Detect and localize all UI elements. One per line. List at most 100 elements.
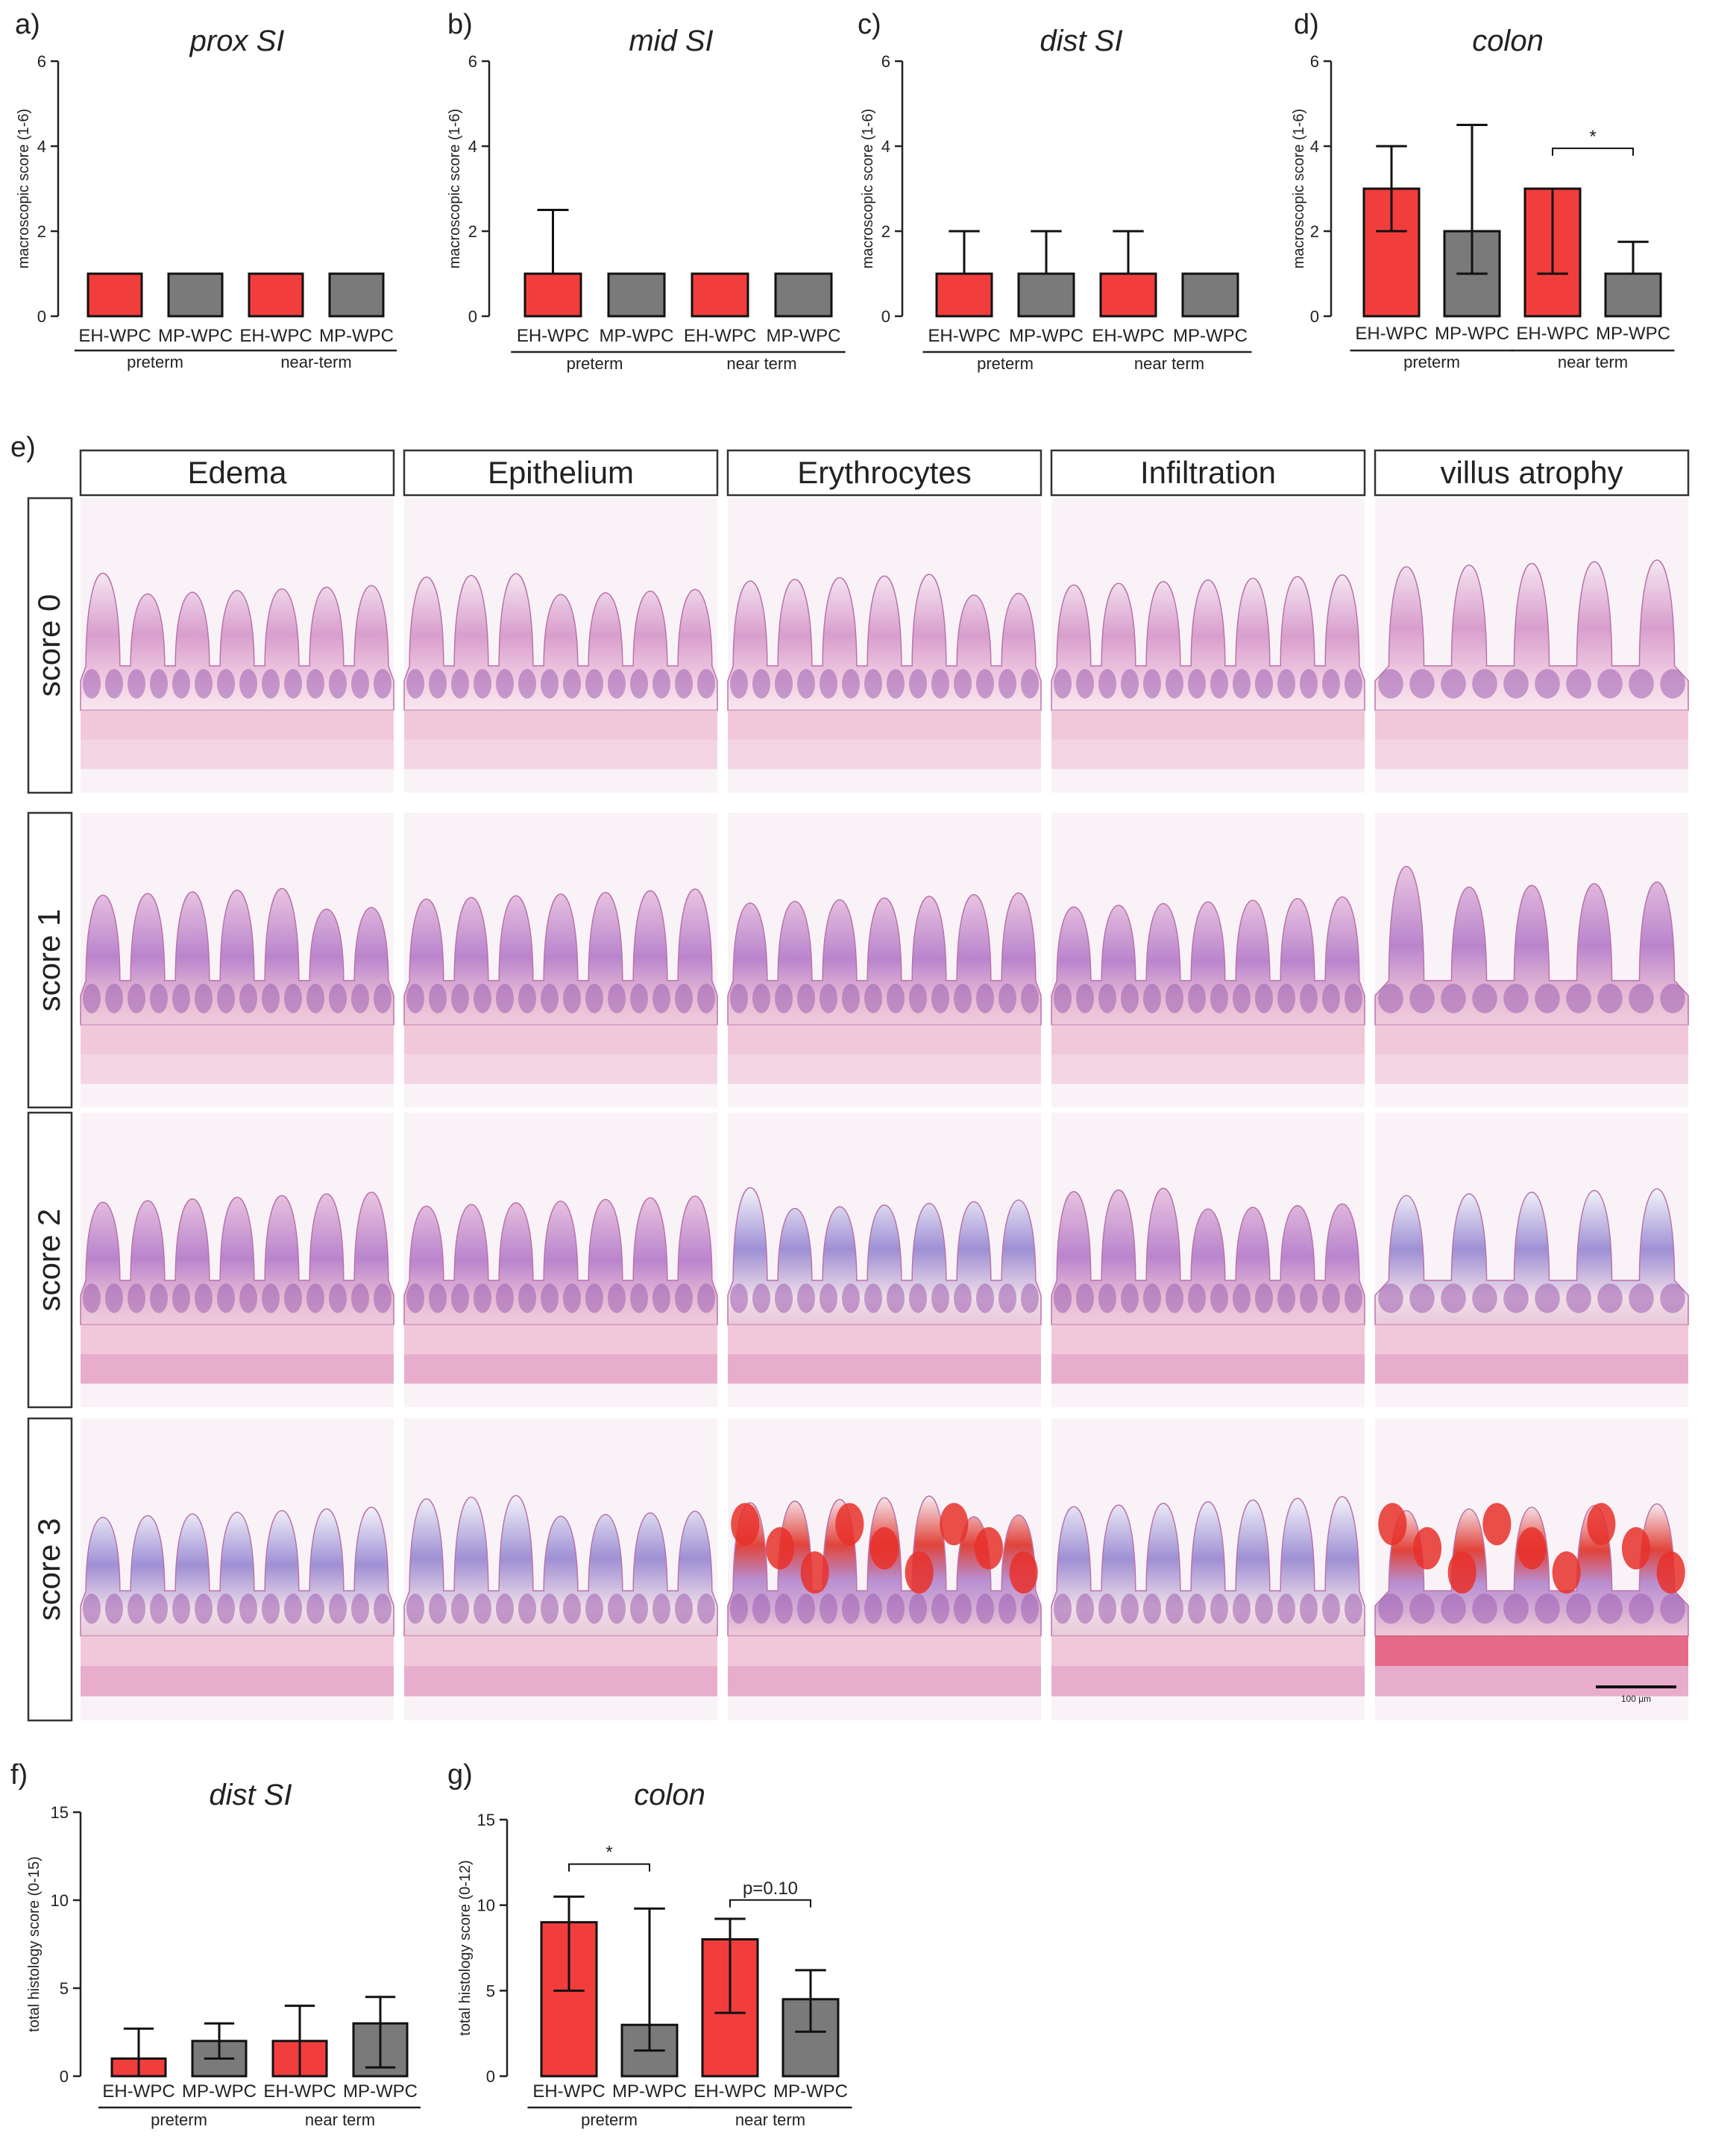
micrograph-edema-score-3 (80, 1418, 394, 1720)
column-header-box (79, 449, 395, 497)
chart-title: mid SI (629, 25, 713, 57)
bar-mp-wpc-g1 (167, 272, 224, 318)
y-tick-label: 0 (1310, 307, 1319, 326)
scale-bar-label: 100 µm (1621, 1694, 1651, 1704)
x-category-label: EH-WPC (694, 2081, 766, 2102)
row-header-score-1: score 1 (31, 909, 66, 1012)
panel-letter: b) (447, 9, 473, 40)
x-category-label: EH-WPC (928, 326, 1000, 346)
group-label: preterm (581, 2110, 638, 2129)
micrograph-erythrocytes-score-2 (727, 1113, 1042, 1407)
micrograph-edema-score-0 (80, 498, 394, 793)
micrograph-villus-atrophy-score-1 (1374, 813, 1689, 1107)
column-header-box (1374, 449, 1690, 497)
histology-column-headers: Edema Epithelium Erythrocytes Infiltration v… (79, 449, 1690, 497)
significance-bracket (1552, 147, 1634, 156)
x-category-label: EH-WPC (684, 326, 756, 346)
panel-letter: d) (1294, 9, 1319, 40)
panel-letter: f) (10, 1759, 28, 1791)
y-tick-label: 2 (37, 222, 46, 241)
group-label: near term (726, 354, 796, 373)
chart-title: dist SI (209, 1779, 292, 1811)
micrograph-villus-atrophy-score-3 (1374, 1418, 1689, 1720)
x-category-label: EH-WPC (263, 2081, 336, 2102)
micrograph-edema-score-2 (80, 1113, 394, 1407)
group-label: near term (735, 2110, 805, 2129)
group-label: near term (1134, 354, 1204, 373)
x-category-label: MP-WPC (343, 2081, 418, 2102)
y-tick-label: 5 (60, 1979, 69, 1998)
y-axis-label: total histology score (0-12) (457, 1860, 474, 2036)
column-header-infiltration: Infiltration (1140, 455, 1276, 490)
x-category-label: MP-WPC (600, 326, 674, 346)
y-axis-label: total histology score (0-15) (26, 1856, 43, 2032)
y-tick-label: 2 (1310, 222, 1319, 241)
micrograph-epithelium-score-1 (403, 813, 718, 1107)
significance-bracket (568, 1863, 650, 1872)
panel-letter: c) (858, 9, 881, 40)
x-category-label: MP-WPC (612, 2081, 687, 2102)
chart-g: g) colon 0 5 10 15 total histology score (0-12… (447, 1759, 852, 2129)
bar-eh-wpc-g2 (1099, 272, 1157, 318)
micrograph-erythrocytes-score-1 (727, 813, 1042, 1107)
x-category-label: EH-WPC (1516, 324, 1588, 344)
x-category-label: EH-WPC (1092, 326, 1164, 346)
panel-letter: a) (15, 9, 40, 40)
y-tick-label: 0 (881, 307, 890, 326)
x-category-label: EH-WPC (102, 2081, 174, 2102)
y-tick-label: 0 (486, 2067, 495, 2086)
macroscopic-score-charts: a) prox SI 0 2 4 6 macroscopic score (1-6) EH-W… (15, 9, 1675, 373)
group-label: preterm (567, 354, 623, 373)
x-category-label: MP-WPC (182, 2081, 257, 2102)
y-tick-label: 0 (37, 307, 46, 326)
y-tick-label: 15 (477, 1811, 495, 1829)
row-header-score-3: score 3 (31, 1518, 66, 1621)
bar-mp-wpc-g2 (328, 272, 385, 318)
group-label: preterm (151, 2110, 207, 2129)
y-axis-label: macroscopic score (1-6) (447, 109, 463, 269)
y-tick-label: 5 (486, 1981, 495, 2000)
x-category-label: MP-WPC (158, 326, 233, 346)
x-category-label: EH-WPC (1355, 324, 1427, 344)
histology-panel: e) Edema Epithelium Erythrocytes Infiltrati… (10, 432, 1690, 1722)
group-label: preterm (1403, 353, 1460, 371)
y-tick-label: 6 (37, 52, 46, 71)
x-category-label: MP-WPC (1009, 326, 1084, 346)
x-category-label: MP-WPC (1173, 326, 1248, 346)
chart-title: colon (634, 1779, 705, 1811)
chart-c: c) dist SI 0 2 4 6 macroscopic score (1-6) EH-W… (858, 9, 1252, 373)
bar-eh-wpc-g1 (935, 272, 993, 318)
micrograph-epithelium-score-0 (403, 498, 718, 793)
bar-eh-wpc-g1 (523, 272, 582, 318)
chart-title: colon (1472, 25, 1544, 57)
panel-letter-e: e) (10, 432, 36, 463)
group-label: near-term (280, 353, 351, 371)
panel-letter: g) (447, 1759, 473, 1791)
significance-label: p=0.10 (743, 1879, 798, 1899)
y-axis-label: macroscopic score (1-6) (860, 109, 876, 269)
significance-bracket (729, 1899, 811, 1908)
x-category-label: MP-WPC (1596, 324, 1670, 344)
group-label: near term (305, 2110, 375, 2129)
bar-mp-wpc-g1 (1017, 272, 1075, 318)
column-header-edema: Edema (187, 455, 287, 490)
y-tick-label: 2 (881, 222, 890, 241)
group-label: near term (1558, 353, 1628, 371)
chart-d: d) colon 0 2 4 6 macroscopic score (1-6) EH-WPC… (1291, 9, 1675, 371)
y-tick-label: 15 (51, 1803, 69, 1822)
y-tick-label: 0 (468, 307, 477, 326)
bar-mp-wpc-g2 (1604, 272, 1662, 318)
row-header-score-0: score 0 (31, 594, 66, 697)
chart-f: f) dist SI 0 5 10 15 total histology score (0-… (10, 1759, 421, 2129)
row-header-box (27, 1417, 73, 1722)
y-tick-label: 2 (468, 222, 477, 241)
x-category-label: MP-WPC (1435, 324, 1509, 344)
y-axis-label: macroscopic score (1-6) (16, 109, 32, 269)
micrograph-villus-atrophy-score-2 (1374, 1113, 1689, 1407)
histology-row-headers: score 0 score 1 score 2 score 3 (27, 497, 73, 1722)
micrograph-infiltration-score-2 (1051, 1113, 1365, 1407)
row-header-box (27, 1111, 73, 1409)
bar-eh-wpc-g2 (248, 272, 304, 318)
bar-mp-wpc-g2 (774, 272, 833, 318)
